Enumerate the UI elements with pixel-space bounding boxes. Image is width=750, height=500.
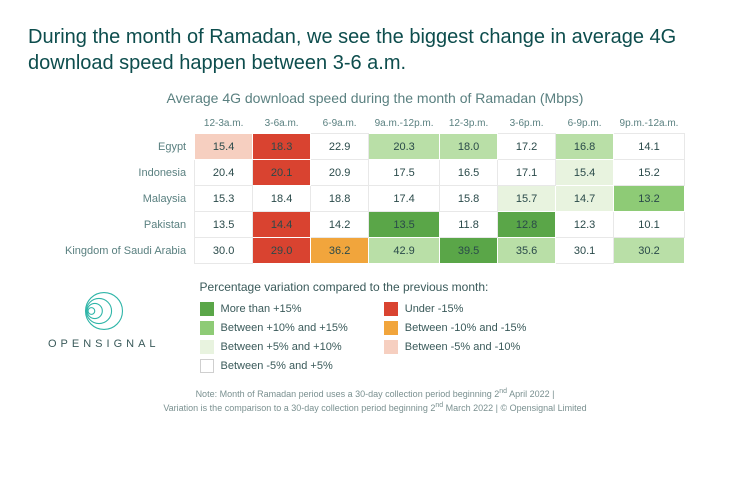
heatmap-cell: 11.8 <box>440 212 498 238</box>
legend-item: Between -5% and -10% <box>384 340 527 354</box>
legend-swatch <box>200 359 214 373</box>
table-row: Pakistan13.514.414.213.511.812.812.310.1 <box>65 212 684 238</box>
heatmap-cell: 14.7 <box>556 186 614 212</box>
legend-item: More than +15% <box>200 302 348 316</box>
legend-swatch <box>200 321 214 335</box>
table-row: Egypt15.418.322.920.318.017.216.814.1 <box>65 134 684 160</box>
heatmap-cell: 15.7 <box>498 186 556 212</box>
heatmap-cell: 16.5 <box>440 160 498 186</box>
heatmap-cell: 13.5 <box>369 212 440 238</box>
legend-swatch <box>384 321 398 335</box>
heatmap-cell: 15.4 <box>556 160 614 186</box>
chart-subtitle: Average 4G download speed during the mon… <box>28 90 722 106</box>
row-label: Indonesia <box>65 160 195 186</box>
legend-label: More than +15% <box>221 303 302 315</box>
heatmap-cell: 13.2 <box>614 186 685 212</box>
heatmap-cell: 20.9 <box>311 160 369 186</box>
heatmap-cell: 30.0 <box>195 238 253 264</box>
table-row: Indonesia20.420.120.917.516.517.115.415.… <box>65 160 684 186</box>
heatmap-cell: 10.1 <box>614 212 685 238</box>
heatmap-cell: 20.4 <box>195 160 253 186</box>
row-label: Kingdom of Saudi Arabia <box>65 238 195 264</box>
heatmap-cell: 15.2 <box>614 160 685 186</box>
heatmap-cell: 22.9 <box>311 134 369 160</box>
heatmap-cell: 29.0 <box>253 238 311 264</box>
legend-label: Between +5% and +10% <box>221 341 342 353</box>
legend-item: Between +10% and +15% <box>200 321 348 335</box>
legend-label: Between -5% and +5% <box>221 360 333 372</box>
heatmap-cell: 20.3 <box>369 134 440 160</box>
opensignal-logo: OPENSIGNAL <box>48 290 160 350</box>
legend-swatch <box>384 340 398 354</box>
row-label: Malaysia <box>65 186 195 212</box>
heatmap-cell: 14.2 <box>311 212 369 238</box>
heatmap-cell: 35.6 <box>498 238 556 264</box>
legend-label: Between -10% and -15% <box>405 322 527 334</box>
logo-text: OPENSIGNAL <box>48 338 160 350</box>
heatmap-cell: 17.4 <box>369 186 440 212</box>
legend-label: Between -5% and -10% <box>405 341 521 353</box>
footnote: Note: Month of Ramadan period uses a 30-… <box>28 387 722 414</box>
lower-section: OPENSIGNAL Percentage variation compared… <box>48 280 722 373</box>
legend-label: Under -15% <box>405 303 464 315</box>
legend: Percentage variation compared to the pre… <box>200 280 722 373</box>
table-row: Kingdom of Saudi Arabia30.029.036.242.93… <box>65 238 684 264</box>
heatmap-cell: 20.1 <box>253 160 311 186</box>
heatmap-cell: 36.2 <box>311 238 369 264</box>
heatmap-cell: 39.5 <box>440 238 498 264</box>
heatmap-cell: 17.1 <box>498 160 556 186</box>
headline: During the month of Ramadan, we see the … <box>28 24 722 76</box>
legend-swatch <box>384 302 398 316</box>
legend-item: Between -5% and +5% <box>200 359 348 373</box>
column-header: 9a.m.-12p.m. <box>369 114 440 134</box>
column-header: 6-9a.m. <box>311 114 369 134</box>
logo-rings-icon <box>83 290 125 332</box>
column-header: 3-6p.m. <box>498 114 556 134</box>
legend-swatch <box>200 302 214 316</box>
heatmap-cell: 17.5 <box>369 160 440 186</box>
heatmap-cell: 12.3 <box>556 212 614 238</box>
column-header: 12-3a.m. <box>195 114 253 134</box>
heatmap-cell: 18.8 <box>311 186 369 212</box>
heatmap-cell: 18.3 <box>253 134 311 160</box>
heatmap-cell: 14.4 <box>253 212 311 238</box>
heatmap-cell: 13.5 <box>195 212 253 238</box>
row-label: Egypt <box>65 134 195 160</box>
heatmap-cell: 42.9 <box>369 238 440 264</box>
legend-item: Between -10% and -15% <box>384 321 527 335</box>
heatmap-cell: 15.4 <box>195 134 253 160</box>
row-label: Pakistan <box>65 212 195 238</box>
heatmap-cell: 18.0 <box>440 134 498 160</box>
heatmap-cell: 17.2 <box>498 134 556 160</box>
legend-label: Between +10% and +15% <box>221 322 348 334</box>
heatmap-cell: 30.2 <box>614 238 685 264</box>
legend-item: Under -15% <box>384 302 527 316</box>
legend-swatch <box>200 340 214 354</box>
heatmap-cell: 18.4 <box>253 186 311 212</box>
heatmap-cell: 15.3 <box>195 186 253 212</box>
heatmap-cell: 16.8 <box>556 134 614 160</box>
heatmap-cell: 30.1 <box>556 238 614 264</box>
heatmap-cell: 14.1 <box>614 134 685 160</box>
speed-heatmap-table: 12-3a.m.3-6a.m.6-9a.m.9a.m.-12p.m.12-3p.… <box>65 114 685 264</box>
column-header: 6-9p.m. <box>556 114 614 134</box>
legend-item: Between +5% and +10% <box>200 340 348 354</box>
column-header: 12-3p.m. <box>440 114 498 134</box>
legend-title: Percentage variation compared to the pre… <box>200 280 722 294</box>
table-row: Malaysia15.318.418.817.415.815.714.713.2 <box>65 186 684 212</box>
column-header: 9p.m.-12a.m. <box>614 114 685 134</box>
column-header: 3-6a.m. <box>253 114 311 134</box>
heatmap-cell: 15.8 <box>440 186 498 212</box>
heatmap-cell: 12.8 <box>498 212 556 238</box>
